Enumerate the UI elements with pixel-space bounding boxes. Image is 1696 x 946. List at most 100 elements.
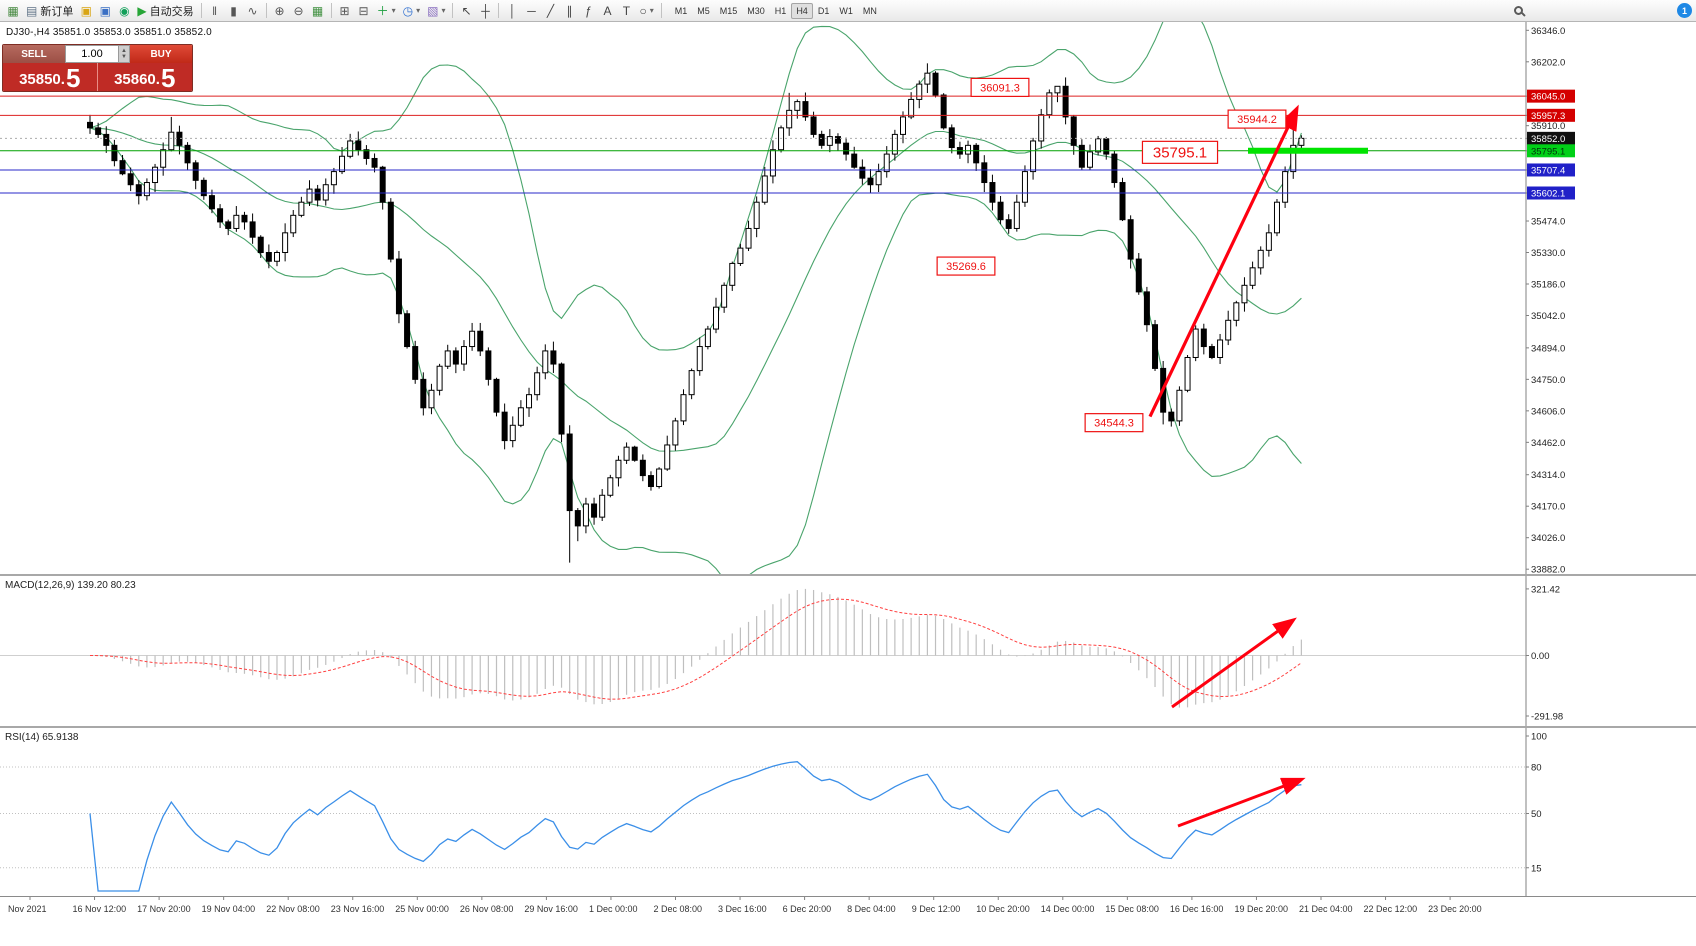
- text-tool-icon: A: [603, 3, 612, 18]
- toolbar-separator: [200, 3, 202, 18]
- rsi-line: [89, 761, 1302, 892]
- time-label: 8 Dec 04:00: [847, 904, 896, 914]
- buy-price-main: 35860.: [114, 71, 160, 88]
- annotation-box[interactable]: [1084, 413, 1144, 433]
- volume-input[interactable]: [65, 45, 119, 63]
- volume-stepper[interactable]: ▲ ▼: [119, 45, 130, 63]
- timeframe-h1-button[interactable]: H1: [774, 5, 787, 16]
- macd-canvas[interactable]: 321.42 0.00 -291.98: [0, 576, 1696, 726]
- svg-text:35910.0: 35910.0: [1531, 121, 1565, 132]
- rsi-canvas[interactable]: 100 80 50 15: [0, 728, 1696, 896]
- line-chart-mode-button[interactable]: ∿: [244, 2, 262, 20]
- toolbar-separator: [498, 3, 500, 18]
- svg-text:34314.0: 34314.0: [1531, 470, 1565, 481]
- svg-text:34026.0: 34026.0: [1531, 533, 1565, 544]
- sell-button[interactable]: SELL: [3, 45, 65, 63]
- macd-trend-arrow[interactable]: [1171, 617, 1297, 709]
- main-chart-panel[interactable]: 36091.3 35944.2 35795.1 35269.6 34544.3 36346…: [0, 22, 1696, 574]
- tile-windows-icon: ▦: [311, 3, 324, 18]
- tile-windows-button[interactable]: ▦: [309, 2, 327, 20]
- one-click-trading-panel: SELL ▲ ▼ BUY 35850. 5 35860. 5: [2, 44, 193, 92]
- rsi-indicator-panel[interactable]: 100 80 50 15 RSI(14) 65.9138: [0, 726, 1696, 896]
- svg-text:35795.1: 35795.1: [1153, 145, 1207, 162]
- zoom-out-button[interactable]: ⊖: [290, 2, 308, 20]
- search-icon[interactable]: [1514, 6, 1523, 15]
- macd-indicator-panel[interactable]: 321.42 0.00 -291.98 MACD(12,26,9) 139.20 8…: [0, 574, 1696, 726]
- toolbar-right-group: 1: [1514, 3, 1692, 18]
- periods-icon: ◷: [402, 3, 414, 18]
- auto-arrange-button[interactable]: ⊞: [336, 2, 354, 20]
- chart-shift-button[interactable]: ⊟: [355, 2, 373, 20]
- shapes-tool-button[interactable]: ○ ▾: [636, 2, 656, 20]
- svg-text:35707.4: 35707.4: [1531, 165, 1565, 176]
- horizontal-line-tool-icon: ─: [527, 3, 536, 18]
- buy-price[interactable]: 35860. 5: [98, 63, 193, 91]
- candlestick-mode-button[interactable]: ▮: [225, 2, 243, 20]
- timeframe-m15-button[interactable]: M15: [719, 5, 738, 16]
- svg-text:35186.0: 35186.0: [1531, 280, 1565, 291]
- vertical-line-tool-button[interactable]: │: [503, 2, 521, 20]
- annotation-box[interactable]: [1227, 109, 1287, 129]
- autotrading-button[interactable]: ▶ 自动交易: [134, 2, 196, 20]
- new-order-label: 新订单: [40, 5, 74, 18]
- new-order-button[interactable]: ▤ 新订单: [23, 2, 76, 20]
- rsi-trend-arrow[interactable]: [1177, 777, 1306, 828]
- time-axis-canvas: Nov 2021 16 Nov 12:00 17 Nov 20:00 19 Nov 0…: [8, 897, 1482, 914]
- svg-text:36202.0: 36202.0: [1531, 57, 1565, 68]
- trend-arrow[interactable]: [1148, 104, 1299, 418]
- svg-text:35602.1: 35602.1: [1531, 189, 1565, 200]
- timeframe-w1-button[interactable]: W1: [839, 5, 853, 16]
- price-annotations[interactable]: 36091.3 35944.2 35795.1 35269.6 34544.3: [936, 77, 1287, 433]
- sell-price[interactable]: 35850. 5: [3, 63, 98, 91]
- timeframe-h4-button[interactable]: H4: [791, 2, 813, 19]
- timeframe-toolbar: M1 M5 M15 M30 H1 H4 D1 W1 MN: [670, 2, 882, 19]
- buy-button[interactable]: BUY: [130, 45, 192, 63]
- new-order-icon: ▤: [26, 3, 38, 18]
- navigator-icon: ◉: [119, 3, 130, 18]
- timeframe-m1-button[interactable]: M1: [674, 5, 688, 16]
- timeframe-d1-button[interactable]: D1: [817, 5, 830, 16]
- label-tool-button[interactable]: T: [617, 2, 635, 20]
- candlestick-chart-canvas[interactable]: 36091.3 35944.2 35795.1 35269.6 34544.3 36346…: [0, 22, 1696, 574]
- cursor-tool-button[interactable]: ↖: [457, 2, 475, 20]
- market-watch-button[interactable]: ▣: [77, 2, 95, 20]
- sell-price-main: 35850.: [19, 71, 65, 88]
- notification-badge[interactable]: 1: [1677, 3, 1692, 18]
- zoom-in-button[interactable]: ⊕: [271, 2, 289, 20]
- annotation-box[interactable]: [1141, 140, 1219, 164]
- timeframe-m5-button[interactable]: M5: [697, 5, 710, 16]
- channel-tool-button[interactable]: ∥: [560, 2, 578, 20]
- timeframe-m30-button[interactable]: M30: [747, 5, 765, 16]
- annotation-box[interactable]: [970, 77, 1030, 97]
- annotation-box[interactable]: [936, 256, 996, 276]
- trendline-tool-button[interactable]: ╱: [541, 2, 559, 20]
- horizontal-line-tool-button[interactable]: ─: [522, 2, 540, 20]
- fibonacci-tool-button[interactable]: ƒ: [579, 2, 597, 20]
- toolbar-separator: [265, 3, 267, 18]
- bar-chart-mode-icon: ‖: [212, 3, 218, 18]
- svg-text:34462.0: 34462.0: [1531, 438, 1565, 449]
- horizontal-line-objects[interactable]: [0, 95, 1526, 194]
- shapes-tool-icon: ○: [639, 3, 647, 18]
- new-chart-button[interactable]: ▦: [4, 2, 22, 20]
- text-tool-button[interactable]: A: [598, 2, 616, 20]
- navigator-button[interactable]: ◉: [115, 2, 133, 20]
- main-toolbar: ▦ ▤ 新订单 ▣ ▣ ◉ ▶ 自动交易 ‖ ▮ ∿ ⊕ ⊖ ▦ ⊞ ⊟ ＋ ▾ ◷ ▾ ▧ ▾ ↖ ┼ │ ─ ╱ ∥ ƒ A T ○ ▾ M…: [0, 0, 1696, 22]
- indicators-add-button[interactable]: ＋ ▾: [374, 2, 399, 20]
- crosshair-tool-button[interactable]: ┼: [476, 2, 494, 20]
- time-label: 29 Nov 16:00: [524, 904, 578, 914]
- data-window-button[interactable]: ▣: [96, 2, 114, 20]
- periods-button[interactable]: ◷ ▾: [400, 2, 424, 20]
- svg-text:34170.0: 34170.0: [1531, 502, 1565, 513]
- svg-text:15: 15: [1531, 863, 1542, 874]
- templates-button[interactable]: ▧ ▾: [424, 2, 448, 20]
- time-label: 16 Dec 16:00: [1170, 904, 1224, 914]
- macd-histogram: [97, 588, 1302, 708]
- bar-chart-mode-button[interactable]: ‖: [206, 2, 224, 20]
- time-label: 22 Dec 12:00: [1364, 904, 1418, 914]
- stepper-down-icon[interactable]: ▼: [121, 54, 127, 60]
- stepper-up-icon[interactable]: ▲: [121, 48, 127, 54]
- timeframe-mn-button[interactable]: MN: [862, 5, 877, 16]
- time-label: 23 Nov 16:00: [331, 904, 385, 914]
- time-axis[interactable]: Nov 2021 16 Nov 12:00 17 Nov 20:00 19 Nov 0…: [0, 896, 1696, 922]
